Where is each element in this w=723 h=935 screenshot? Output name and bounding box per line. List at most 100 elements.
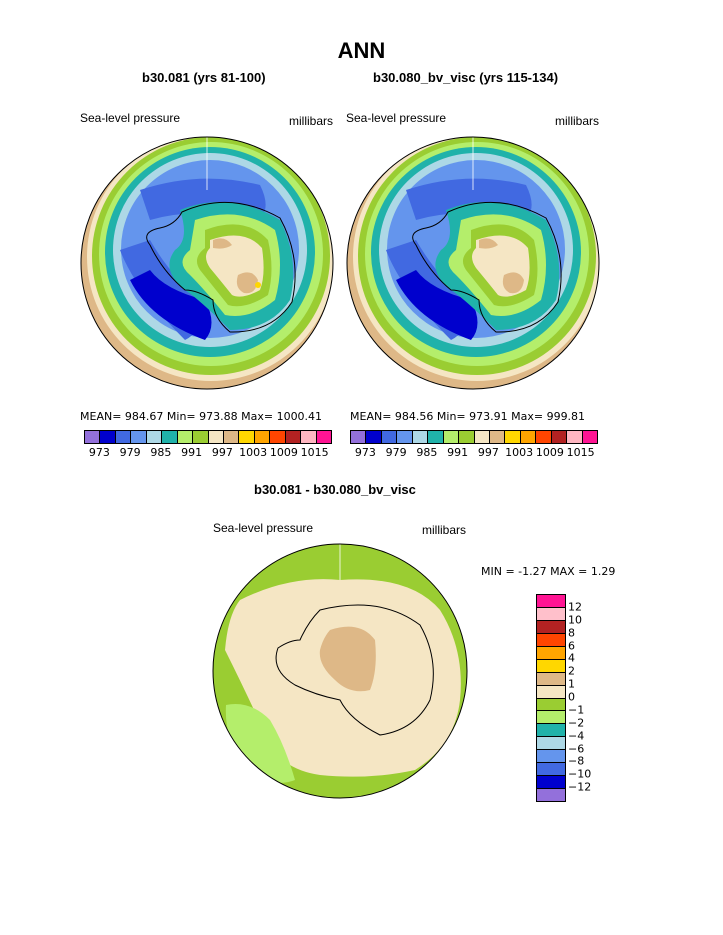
colorbar-tick-label: 6 [568, 639, 575, 652]
plateau-997b [213, 238, 232, 249]
panel1-title: b30.081 (yrs 81-100) [142, 70, 266, 85]
colorbar-tick-label: 4 [568, 651, 575, 665]
panel1-map [81, 137, 333, 389]
coastline [412, 201, 562, 333]
colorbar-swatch [567, 431, 583, 443]
diff-map [213, 544, 467, 798]
colorbar-tick-label: 8 [568, 626, 575, 640]
colorbar-swatch [537, 633, 565, 647]
colorbar-tick-label: 1009 [269, 446, 298, 459]
colorbar-swatch [537, 776, 565, 790]
diff-coastline [275, 604, 434, 736]
colorbar-swatch [100, 431, 116, 443]
diff-stats: MIN = -1.27 MAX = 1.29 [481, 565, 616, 578]
panel1-frame [80, 136, 334, 390]
colorbar-tick-label: 979 [385, 446, 407, 459]
colorbar-tick-label: 991 [181, 446, 203, 459]
colorbar-swatch [537, 789, 565, 801]
colorbar-swatch [537, 620, 565, 634]
colorbar-tick-label: −10 [568, 767, 592, 781]
colorbar-swatch [505, 431, 521, 443]
colorbar-swatch [537, 646, 565, 660]
panel2-variable-label: Sea-level pressure [346, 111, 447, 125]
colorbar-swatch [536, 431, 552, 443]
colorbar-tick-label: 979 [119, 446, 141, 459]
diff-colorbar [536, 594, 566, 802]
colorbar-tick-label: 1009 [535, 446, 564, 459]
colorbar-swatch [115, 431, 132, 443]
colorbar-swatch [193, 431, 209, 443]
plateau-997b [479, 238, 498, 249]
colorbar-swatch [177, 431, 194, 443]
colorbar-swatch [443, 431, 460, 443]
plateau-max [255, 282, 261, 288]
colorbar-swatch [537, 711, 565, 725]
diff-colorbar-ticks: 12 10 8 6 4 2 1 0 −1 −2 −4 −6 −8 −10 −12 [568, 594, 608, 800]
colorbar-swatch [285, 431, 302, 443]
colorbar-swatch [459, 431, 475, 443]
colorbar-swatch [301, 431, 317, 443]
trough-min [396, 270, 478, 340]
colorbar-swatch [537, 724, 565, 738]
panel1-variable-label: Sea-level pressure [80, 111, 181, 125]
colorbar-swatch [351, 431, 367, 443]
colorbar-swatch [537, 659, 565, 673]
colorbar-tick-label: 1003 [239, 446, 268, 459]
colorbar-swatch [316, 431, 331, 443]
trough-min [130, 270, 212, 340]
diff-units-label: millibars [422, 523, 467, 537]
colorbar-swatch [582, 431, 597, 443]
plateau-997 [502, 272, 524, 294]
colorbar-tick-label: 1015 [300, 446, 329, 459]
colorbar-swatch [208, 431, 224, 443]
colorbar-tick-label: 1 [568, 677, 575, 691]
colorbar-swatch [537, 750, 565, 764]
colorbar-swatch [85, 431, 101, 443]
colorbar-swatch [428, 431, 444, 443]
colorbar-swatch [162, 431, 178, 443]
panel2-colorbar-ticks: 973 979 985 991 997 1003 1009 1015 [350, 446, 596, 460]
colorbar-swatch [223, 431, 240, 443]
panel2-stats: MEAN= 984.56 Min= 973.91 Max= 999.81 [350, 410, 586, 423]
colorbar-tick-label: 1015 [566, 446, 595, 459]
colorbar-tick-label: 10 [568, 613, 582, 627]
panel2-colorbar [350, 430, 598, 444]
colorbar-swatch [520, 431, 537, 443]
colorbar-tick-label: 997 [477, 446, 499, 459]
colorbar-tick-label: 973 [88, 446, 110, 459]
colorbar-swatch [537, 763, 565, 777]
colorbar-swatch [131, 431, 147, 443]
plateau-997 [236, 272, 258, 294]
diff-frame [212, 543, 468, 799]
page-title: ANN [337, 38, 386, 63]
colorbar-tick-label: −12 [568, 780, 592, 794]
colorbar-swatch [239, 431, 255, 443]
colorbar-tick-label: 985 [150, 446, 172, 459]
colorbar-swatch [381, 431, 398, 443]
colorbar-tick-label: 991 [447, 446, 469, 459]
colorbar-swatch [270, 431, 286, 443]
diff-title: b30.081 - b30.080_bv_visc [254, 482, 416, 497]
panel1-colorbar [84, 430, 332, 444]
panel2-map [347, 137, 599, 389]
colorbar-tick-label: 12 [568, 600, 582, 614]
colorbar-swatch [146, 431, 163, 443]
colorbar-swatch [537, 698, 565, 712]
colorbar-swatch [537, 737, 565, 751]
colorbar-tick-label: −4 [568, 729, 585, 743]
panel2-frame [346, 136, 600, 390]
coastline [146, 201, 296, 333]
colorbar-swatch [537, 672, 565, 686]
colorbar-tick-label: −1 [568, 703, 585, 717]
colorbar-swatch [254, 431, 271, 443]
panel1-colorbar-ticks: 973 979 985 991 997 1003 1009 1015 [84, 446, 330, 460]
colorbar-swatch [412, 431, 429, 443]
colorbar-tick-label: 1003 [505, 446, 534, 459]
colorbar-swatch [537, 607, 565, 621]
colorbar-tick-label: 997 [211, 446, 233, 459]
colorbar-swatch [397, 431, 413, 443]
colorbar-tick-label: 973 [354, 446, 376, 459]
colorbar-tick-label: −8 [568, 754, 585, 768]
colorbar-swatch [366, 431, 382, 443]
